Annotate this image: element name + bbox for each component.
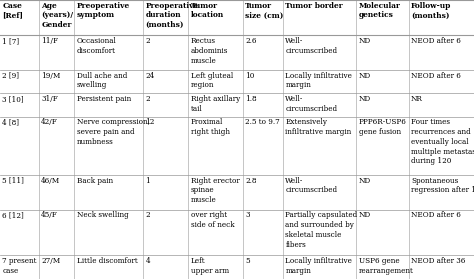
Text: NEOD after 6: NEOD after 6 bbox=[411, 37, 461, 45]
Text: 45/F: 45/F bbox=[41, 211, 58, 219]
Text: 4: 4 bbox=[146, 257, 150, 265]
Text: ND: ND bbox=[359, 37, 371, 45]
Text: 10: 10 bbox=[245, 72, 255, 80]
Text: 5 [11]: 5 [11] bbox=[2, 177, 24, 185]
Text: 3 [10]: 3 [10] bbox=[2, 95, 24, 103]
Text: Proximal
right thigh: Proximal right thigh bbox=[191, 118, 229, 136]
Text: Partially capsulated
and surrounded by
skeletal muscle
fibers: Partially capsulated and surrounded by s… bbox=[285, 211, 357, 249]
Text: NEOD after 36: NEOD after 36 bbox=[411, 257, 465, 265]
Text: NEOD after 6: NEOD after 6 bbox=[411, 72, 461, 80]
Text: ND: ND bbox=[359, 177, 371, 185]
Text: 19/M: 19/M bbox=[41, 72, 61, 80]
Text: Nerve compression,
severe pain and
numbness: Nerve compression, severe pain and numbn… bbox=[77, 118, 150, 146]
Text: Back pain: Back pain bbox=[77, 177, 113, 185]
Text: Rectus
abdominis
muscle: Rectus abdominis muscle bbox=[191, 37, 228, 64]
Text: ND: ND bbox=[359, 95, 371, 103]
Text: Case
[Ref]: Case [Ref] bbox=[2, 2, 23, 20]
Text: Locally infiltrative
margin: Locally infiltrative margin bbox=[285, 257, 352, 275]
Text: Little discomfort: Little discomfort bbox=[77, 257, 137, 265]
Text: ND: ND bbox=[359, 72, 371, 80]
Text: 2: 2 bbox=[146, 211, 150, 219]
Text: 24: 24 bbox=[146, 72, 155, 80]
Text: 12: 12 bbox=[146, 118, 155, 126]
Text: Follow-up
(months): Follow-up (months) bbox=[411, 2, 451, 20]
Text: 5: 5 bbox=[245, 257, 250, 265]
Text: 31/F: 31/F bbox=[41, 95, 58, 103]
Text: Tumor
location: Tumor location bbox=[191, 2, 224, 20]
Text: Four times
recurrences and
eventually local
multiple metastasis
during 120: Four times recurrences and eventually lo… bbox=[411, 118, 474, 165]
Text: Spontaneous
regression after 1: Spontaneous regression after 1 bbox=[411, 177, 474, 194]
Text: 2.5 to 9.7: 2.5 to 9.7 bbox=[245, 118, 280, 126]
Text: Left gluteal
region: Left gluteal region bbox=[191, 72, 233, 90]
Text: Well-
circumscribed: Well- circumscribed bbox=[285, 37, 337, 55]
Text: Extensively
infiltrative margin: Extensively infiltrative margin bbox=[285, 118, 352, 136]
Text: Preoperative
duration
(months): Preoperative duration (months) bbox=[146, 2, 199, 29]
Text: NR: NR bbox=[411, 95, 423, 103]
Text: 11/F: 11/F bbox=[41, 37, 58, 45]
Text: 42/F: 42/F bbox=[41, 118, 58, 126]
Text: NEOD after 6: NEOD after 6 bbox=[411, 211, 461, 219]
Text: PPP6R-USP6
gene fusion: PPP6R-USP6 gene fusion bbox=[359, 118, 407, 136]
Text: 1 [7]: 1 [7] bbox=[2, 37, 19, 45]
Text: Molecular
genetics: Molecular genetics bbox=[359, 2, 401, 20]
Text: 27/M: 27/M bbox=[41, 257, 61, 265]
Text: 2.8: 2.8 bbox=[245, 177, 256, 185]
Text: 2 [9]: 2 [9] bbox=[2, 72, 19, 80]
Text: Right axillary
tail: Right axillary tail bbox=[191, 95, 240, 113]
Text: ND: ND bbox=[359, 211, 371, 219]
Text: 3: 3 bbox=[245, 211, 249, 219]
Text: Tumor
size (cm): Tumor size (cm) bbox=[245, 2, 283, 20]
Text: Left
upper arm: Left upper arm bbox=[191, 257, 228, 275]
Text: Persistent pain: Persistent pain bbox=[77, 95, 131, 103]
Text: 6 [12]: 6 [12] bbox=[2, 211, 24, 219]
Text: Occasional
discomfort: Occasional discomfort bbox=[77, 37, 117, 55]
Text: 1: 1 bbox=[146, 177, 150, 185]
Text: 46/M: 46/M bbox=[41, 177, 61, 185]
Text: 2.6: 2.6 bbox=[245, 37, 256, 45]
Text: 2: 2 bbox=[146, 37, 150, 45]
Text: over right
side of neck: over right side of neck bbox=[191, 211, 234, 229]
Text: Locally infiltrative
margin: Locally infiltrative margin bbox=[285, 72, 352, 90]
Text: USP6 gene
rearrangement: USP6 gene rearrangement bbox=[359, 257, 414, 275]
Text: 4 [8]: 4 [8] bbox=[2, 118, 19, 126]
Text: Preoperative
symptom: Preoperative symptom bbox=[77, 2, 130, 20]
Text: 1.8: 1.8 bbox=[245, 95, 257, 103]
Text: Well-
circumscribed: Well- circumscribed bbox=[285, 177, 337, 194]
Text: Well-
circumscribed: Well- circumscribed bbox=[285, 95, 337, 113]
Text: Dull ache and
swelling: Dull ache and swelling bbox=[77, 72, 127, 90]
Text: Right erector
spinae
muscle: Right erector spinae muscle bbox=[191, 177, 239, 204]
Text: Neck swelling: Neck swelling bbox=[77, 211, 128, 219]
Text: 2: 2 bbox=[146, 95, 150, 103]
Text: Tumor border: Tumor border bbox=[285, 2, 343, 10]
Text: Age
(years)/
Gender: Age (years)/ Gender bbox=[41, 2, 73, 29]
Text: 7 present
case: 7 present case bbox=[2, 257, 37, 275]
